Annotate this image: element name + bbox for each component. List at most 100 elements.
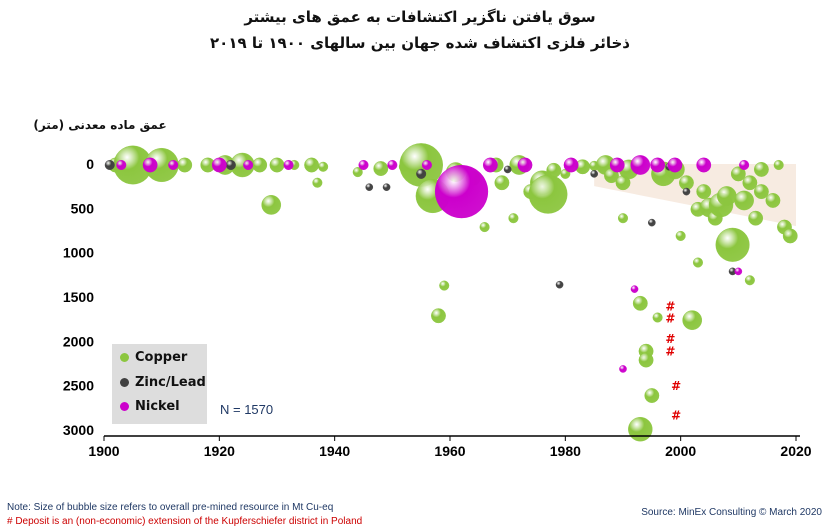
- copper-bubble-19: [431, 308, 446, 324]
- x-tick-label-1920: 1920: [204, 443, 235, 459]
- nickel-bubble-1: [142, 157, 158, 173]
- kupferschiefer-mark-1: #: [665, 312, 675, 326]
- copper-bubble-47: [679, 175, 694, 191]
- legend-label-zinc-lead: Zinc/Lead: [135, 375, 206, 390]
- nickel-bubble-20: [619, 365, 627, 373]
- copper-bubble-12: [261, 195, 282, 215]
- source-credit: Source: MinEx Consulting © March 2020: [641, 507, 822, 518]
- x-tick-label-1940: 1940: [319, 443, 350, 459]
- legend-item-copper: Copper: [120, 350, 187, 365]
- nickel-bubble-15: [650, 157, 665, 173]
- y-tick-layer: 0 500 1000 1500 2000 2500 3000: [63, 156, 94, 438]
- nickel-bubble-5: [283, 159, 294, 170]
- x-tick-label-1900: 1900: [88, 443, 119, 459]
- nickel-bubble-9: [434, 165, 489, 219]
- nickel-bubble-12: [563, 157, 579, 173]
- copper-bubble-20: [439, 280, 450, 291]
- copper-bubble-63: [782, 228, 798, 244]
- copper-bubble-65: [773, 159, 784, 170]
- copper-bubble-icon: [120, 353, 129, 362]
- copper-bubble-25: [494, 175, 510, 191]
- copper-bubble-54: [717, 186, 737, 206]
- legend-label-copper: Copper: [135, 350, 188, 365]
- copper-bubble-15: [373, 161, 389, 176]
- nickel-bubble-4: [243, 159, 254, 170]
- kupferschiefer-mark-5: #: [671, 408, 681, 422]
- legend-label-nickel: Nickel: [135, 399, 180, 414]
- copper-bubble-66: [692, 257, 703, 268]
- kupferschiefer-mark-layer: ######: [665, 299, 681, 422]
- copper-bubble-26: [508, 213, 519, 224]
- copper-bubble-69: [618, 213, 629, 224]
- nickel-bubble-19: [630, 285, 639, 293]
- x-tick-layer: 1900 1920 1940 1960 1980 2000 2020: [88, 436, 812, 459]
- kupferschiefer-mark-2: #: [665, 332, 675, 346]
- legend-item-zinc-lead: Zinc/Lead: [120, 375, 206, 390]
- nickel-bubble-7: [387, 159, 398, 170]
- y-axis-label: عمق ماده معدنی (متر): [33, 118, 167, 132]
- copper-bubble-8: [269, 157, 285, 173]
- kupferschiefer-mark-4: #: [671, 379, 681, 393]
- nickel-bubble-3: [211, 157, 227, 173]
- nickel-bubble-14: [630, 155, 651, 175]
- y-tick-label-3000: 3000: [63, 422, 94, 438]
- nickel-bubble-0: [116, 159, 127, 170]
- zinc-lead-bubble-icon: [120, 378, 129, 387]
- x-tick-label-1960: 1960: [434, 443, 465, 459]
- nickel-bubble-18: [734, 267, 743, 276]
- kupferschiefer-mark-3: #: [665, 345, 675, 359]
- zinc-lead-bubble-2: [365, 183, 374, 191]
- footnote-bubble-size: Note: Size of bubble size refers to over…: [7, 502, 334, 513]
- y-tick-label-2000: 2000: [63, 333, 94, 349]
- bubble-layer: [104, 143, 798, 442]
- copper-bubble-64: [754, 162, 769, 177]
- copper-bubble-55: [715, 227, 750, 262]
- copper-bubble-59: [748, 210, 764, 226]
- x-tick-label-1980: 1980: [550, 443, 581, 459]
- y-tick-label-1000: 1000: [63, 245, 94, 261]
- copper-bubble-10: [304, 157, 319, 173]
- copper-bubble-67: [744, 275, 755, 286]
- x-tick-label-2020: 2020: [780, 443, 811, 459]
- copper-bubble-61: [765, 193, 781, 208]
- copper-bubble-11: [318, 161, 329, 172]
- nickel-bubble-6: [358, 159, 369, 170]
- copper-bubble-3: [177, 157, 193, 173]
- copper-bubble-31: [546, 162, 562, 178]
- zinc-lead-bubble-8: [648, 218, 656, 227]
- zinc-lead-bubble-1: [225, 159, 236, 170]
- copper-bubble-43: [628, 417, 653, 442]
- nickel-bubble-16: [667, 157, 683, 173]
- chart-title-line2: ذخائر فلزی اکتشاف شده جهان بین سالهای ۱۹…: [210, 34, 630, 52]
- zinc-lead-bubble-9: [682, 187, 691, 196]
- copper-bubble-30: [528, 174, 568, 214]
- nickel-bubble-2: [168, 159, 179, 170]
- sample-count-annotation: N = 1570: [220, 402, 274, 417]
- y-tick-label-2500: 2500: [63, 378, 94, 394]
- y-tick-label-0: 0: [86, 156, 94, 172]
- copper-bubble-50: [696, 184, 712, 200]
- nickel-bubble-21: [739, 159, 750, 170]
- zinc-lead-bubble-3: [382, 183, 391, 191]
- copper-bubble-44: [652, 312, 663, 323]
- copper-bubble-14: [352, 167, 363, 178]
- copper-bubble-68: [675, 230, 686, 241]
- y-tick-label-1500: 1500: [63, 289, 94, 305]
- y-tick-label-500: 500: [71, 200, 95, 216]
- copper-bubble-13: [312, 177, 323, 188]
- copper-bubble-48: [682, 310, 703, 330]
- nickel-bubble-8: [421, 159, 432, 170]
- zinc-lead-bubble-7: [590, 170, 598, 178]
- zinc-lead-bubble-4: [416, 168, 427, 179]
- legend-item-nickel: Nickel: [120, 399, 180, 414]
- zinc-lead-bubble-5: [555, 280, 564, 289]
- copper-bubble-42: [644, 388, 660, 403]
- copper-bubble-41: [638, 352, 654, 368]
- nickel-bubble-17: [696, 157, 712, 173]
- nickel-bubble-11: [517, 157, 533, 173]
- nickel-bubble-icon: [120, 402, 129, 411]
- copper-bubble-56: [730, 166, 746, 182]
- zinc-lead-bubble-0: [104, 159, 115, 170]
- kupferschiefer-mark-0: #: [665, 299, 675, 313]
